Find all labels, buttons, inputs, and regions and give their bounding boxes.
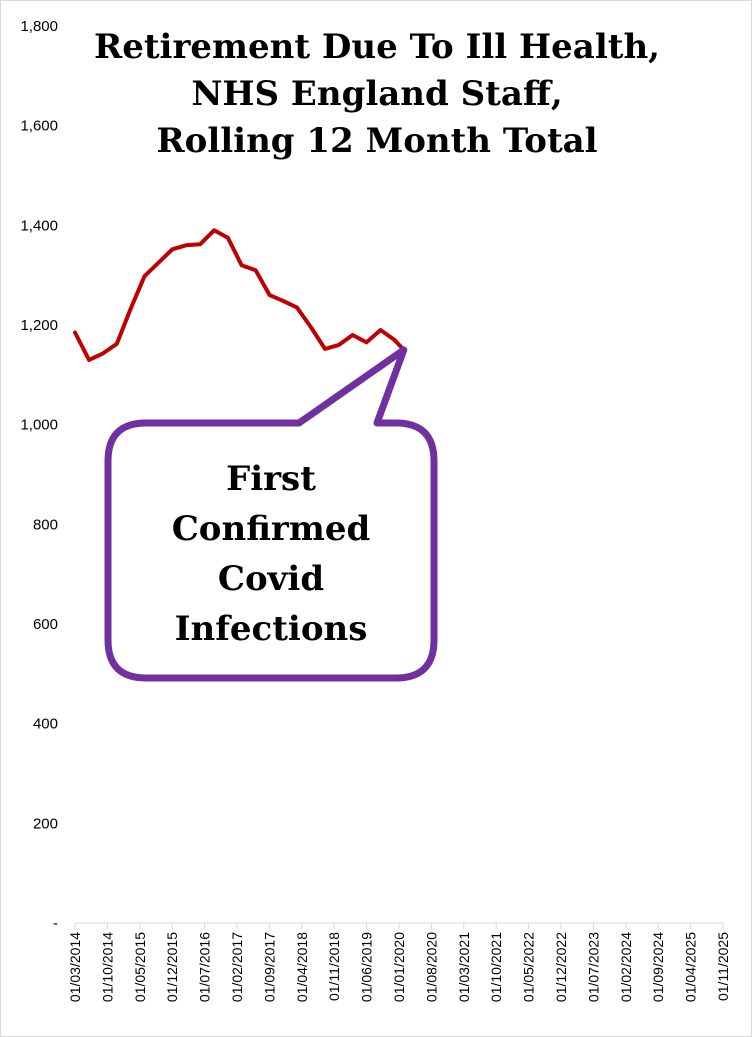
x-tick-label: 01/06/2019 xyxy=(359,932,375,1002)
x-tick-label: 01/08/2020 xyxy=(423,932,439,1002)
data-point xyxy=(115,342,119,346)
x-tick-label: 01/05/2015 xyxy=(132,932,148,1002)
callout-text-line: First xyxy=(226,459,316,499)
x-tick-label: 01/04/2025 xyxy=(683,932,699,1002)
data-point xyxy=(351,333,355,337)
data-point xyxy=(170,247,174,251)
x-tick-label: 01/03/2014 xyxy=(67,932,83,1002)
data-point xyxy=(212,228,216,232)
data-point xyxy=(73,330,77,334)
chart-title-line: NHS England Staff, xyxy=(191,74,562,114)
data-point xyxy=(365,340,369,344)
y-tick-label: 1,000 xyxy=(20,417,58,434)
x-tick-label: 01/02/2024 xyxy=(618,932,634,1002)
x-tick-label: 01/02/2017 xyxy=(229,932,245,1002)
x-tick-label: 01/09/2017 xyxy=(261,932,277,1002)
y-tick-label: 1,200 xyxy=(20,317,58,334)
callout-text-line: Confirmed xyxy=(172,509,370,549)
data-point xyxy=(323,347,327,351)
x-tick-label: 01/12/2015 xyxy=(164,932,180,1002)
data-point xyxy=(101,351,105,355)
data-point xyxy=(337,343,341,347)
callout-text-line: Covid xyxy=(218,559,324,599)
y-tick-label: 1,600 xyxy=(20,118,58,135)
y-tick-label: 1,400 xyxy=(20,217,58,234)
series-line xyxy=(73,228,406,362)
data-point xyxy=(87,358,91,362)
x-tick-label: 01/05/2022 xyxy=(521,932,537,1002)
y-tick-label: 600 xyxy=(33,616,58,633)
data-point xyxy=(268,293,272,297)
x-tick-label: 01/09/2024 xyxy=(650,932,666,1002)
x-tick-label: 01/03/2021 xyxy=(456,932,472,1002)
data-point xyxy=(226,236,230,240)
data-point xyxy=(295,306,299,310)
data-point xyxy=(142,274,146,278)
data-point xyxy=(379,328,383,332)
x-tick-label: 01/07/2016 xyxy=(197,932,213,1002)
chart-title-line: Retirement Due To Ill Health, xyxy=(94,27,660,67)
data-point xyxy=(240,263,244,267)
x-tick-label: 01/10/2021 xyxy=(488,932,504,1002)
x-tick-label: 01/07/2023 xyxy=(585,932,601,1002)
data-point xyxy=(184,243,188,247)
data-point xyxy=(281,299,285,303)
y-tick-label: 200 xyxy=(33,815,58,832)
x-tick-label: 01/11/2018 xyxy=(326,932,342,1001)
y-tick-label: 400 xyxy=(33,716,58,733)
x-tick-label: 01/04/2018 xyxy=(294,932,310,1002)
data-point xyxy=(156,261,160,265)
x-tick-label: 01/11/2025 xyxy=(715,932,731,1001)
callout-bubble xyxy=(104,346,438,682)
x-tick-label: 01/01/2020 xyxy=(391,932,407,1002)
chart-title-line: Rolling 12 Month Total xyxy=(156,121,597,161)
data-point xyxy=(392,338,396,342)
data-point xyxy=(254,268,258,272)
data-point xyxy=(198,242,202,246)
callout-text-line: Infections xyxy=(175,609,368,649)
x-tick-label: 01/12/2022 xyxy=(553,932,569,1002)
data-point xyxy=(128,307,132,311)
data-point xyxy=(309,325,313,329)
x-tick-label: 01/10/2014 xyxy=(99,932,115,1002)
y-tick-label: 1,800 xyxy=(20,18,58,35)
y-tick-label: - xyxy=(53,915,58,932)
y-tick-label: 800 xyxy=(33,516,58,533)
